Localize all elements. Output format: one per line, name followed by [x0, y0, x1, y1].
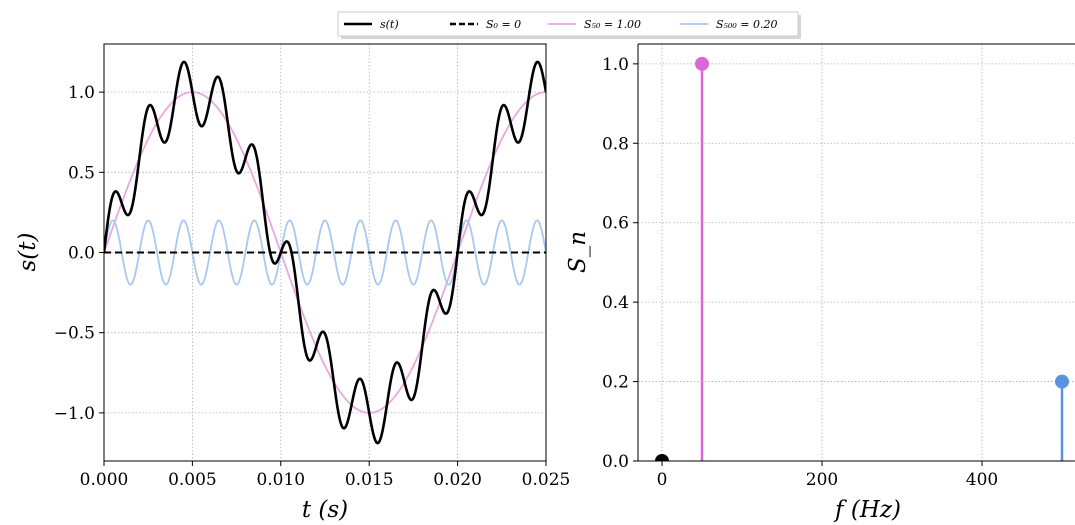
x-axis-label-right: f (Hz) — [833, 497, 901, 523]
legend-label-s-1-00: S₅₀ = 1.00 — [584, 18, 641, 31]
y-tick-label-right-1: 0.2 — [602, 373, 629, 393]
y-tick-label-left-2: 0.0 — [68, 244, 95, 264]
x-tick-label-left-2: 0.010 — [256, 470, 305, 490]
y-axis-label-right: S_n — [565, 231, 591, 273]
legend-label-s-t: s(t) — [380, 18, 399, 31]
series-line-s-t — [104, 60, 546, 445]
y-tick-label-right-3: 0.6 — [602, 214, 629, 234]
x-tick-label-left-1: 0.005 — [168, 470, 217, 490]
grid-right — [638, 44, 1075, 462]
time-domain-plot: 0.000 0.005 0.010 0.015 0.020 0.025 −1.0 −0.5 0.… — [15, 43, 571, 523]
x-tick-label-left-3: 0.015 — [345, 470, 394, 490]
y-tick-label-left-1: −0.5 — [54, 324, 95, 344]
x-tick-label-left-5: 0.025 — [522, 470, 571, 490]
y-tick-label-left-4: 1.0 — [68, 83, 95, 103]
stem-marker-50hz — [695, 56, 709, 71]
x-tick-label-left-0: 0.000 — [80, 470, 129, 490]
grid-left — [104, 44, 546, 461]
x-tick-label-right-2: 400 — [966, 470, 998, 490]
series-line-s-1-00 — [104, 91, 546, 414]
y-tick-label-right-5: 1.0 — [602, 55, 629, 75]
legend: s(t) S₀ = 0 S₅₀ = 1.00 S₅₀₀ = 0.20 — [337, 11, 801, 39]
legend-label-s-0-20: S₅₀₀ = 0.20 — [716, 18, 777, 31]
stem-marker-0hz — [655, 454, 669, 461]
legend-label-s-0: S₀ = 0 — [486, 18, 521, 31]
x-tick-label-right-0: 0 — [657, 470, 668, 490]
x-tick-label-left-4: 0.020 — [433, 470, 482, 490]
y-tick-label-left-0: −1.0 — [54, 404, 95, 424]
stem-marker-500hz — [1055, 374, 1069, 389]
series-line-s-0-20 — [104, 219, 546, 286]
x-tick-label-right-1: 200 — [806, 470, 838, 490]
y-axis-label-left: s(t) — [15, 233, 41, 272]
y-tick-label-right-4: 0.8 — [602, 134, 629, 154]
y-tick-label-right-2: 0.4 — [602, 293, 629, 313]
y-tick-label-right-0: 0.0 — [602, 452, 629, 472]
x-axis-label-left: t (s) — [302, 497, 348, 523]
frequency-domain-plot: 0 200 400 0.0 0.2 0.4 0.6 0.8 1.0 f (Hz) S_n — [565, 43, 1075, 523]
y-tick-label-left-3: 0.5 — [68, 163, 95, 183]
